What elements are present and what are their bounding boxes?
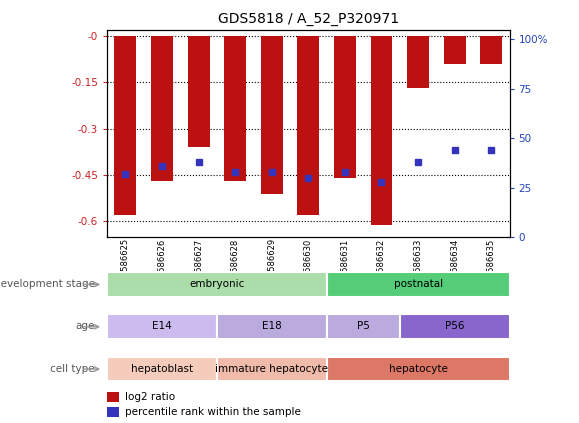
Bar — [334, 36, 356, 178]
Bar — [298, 36, 319, 215]
Bar — [107, 357, 217, 382]
Title: GDS5818 / A_52_P320971: GDS5818 / A_52_P320971 — [218, 12, 399, 26]
Bar — [371, 36, 393, 225]
Bar — [107, 392, 119, 403]
Bar — [444, 36, 466, 63]
Text: P56: P56 — [445, 321, 464, 331]
Text: age: age — [76, 321, 95, 331]
Bar — [188, 36, 210, 147]
Bar — [327, 272, 510, 297]
Bar — [400, 314, 510, 339]
Text: immature hepatocyte: immature hepatocyte — [215, 363, 328, 374]
Bar — [224, 36, 246, 181]
Bar — [151, 36, 173, 181]
Bar — [107, 407, 119, 417]
Bar — [107, 314, 217, 339]
Bar — [480, 36, 502, 63]
Bar — [261, 36, 283, 194]
Bar — [115, 36, 137, 215]
Text: hepatocyte: hepatocyte — [389, 363, 448, 374]
Bar — [107, 272, 327, 297]
Text: hepatoblast: hepatoblast — [131, 363, 193, 374]
Bar — [217, 357, 327, 382]
Text: E18: E18 — [262, 321, 281, 331]
Text: percentile rank within the sample: percentile rank within the sample — [125, 407, 301, 417]
Bar — [327, 357, 510, 382]
Text: P5: P5 — [357, 321, 369, 331]
Text: embryonic: embryonic — [189, 279, 244, 289]
Text: cell type: cell type — [50, 363, 95, 374]
Text: log2 ratio: log2 ratio — [125, 393, 175, 402]
Text: E14: E14 — [152, 321, 172, 331]
Bar — [407, 36, 429, 88]
Bar — [327, 314, 400, 339]
Bar — [217, 314, 327, 339]
Text: development stage: development stage — [0, 279, 95, 289]
Text: postnatal: postnatal — [394, 279, 442, 289]
